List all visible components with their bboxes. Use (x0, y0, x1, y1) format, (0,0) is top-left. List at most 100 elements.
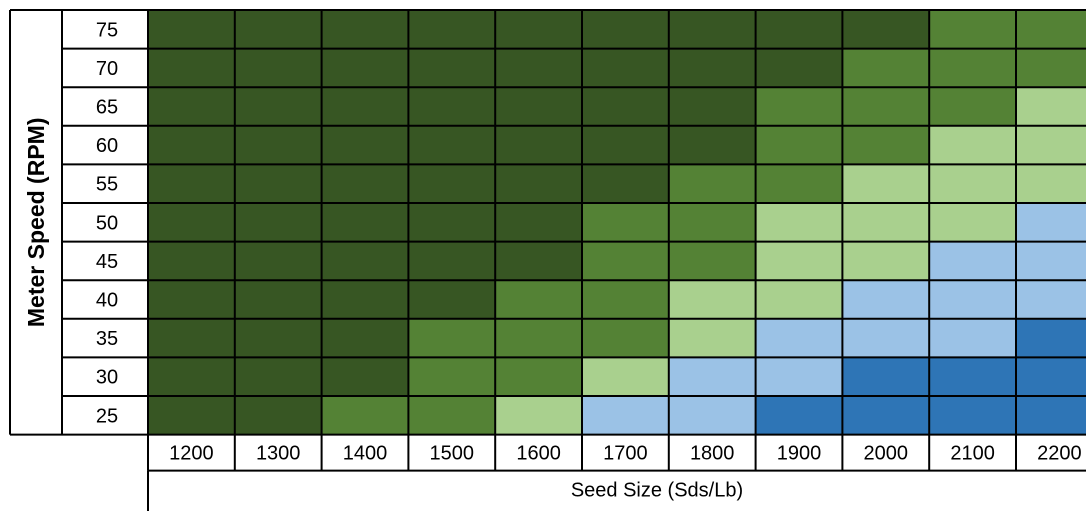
table-grid-lines (9, 9, 1086, 511)
y-tick-label: 60 (96, 135, 118, 157)
heatmap-cell-65-2200 (1016, 87, 1086, 126)
heatmap-cell-30-1500 (408, 357, 496, 396)
heatmap-cell-35-2000 (842, 318, 930, 358)
x-tick-label: 1500 (430, 443, 475, 465)
x-tick-label: 1400 (343, 443, 388, 465)
heatmap-cell-25-2000 (842, 396, 930, 435)
heatmap-cell-45-1900 (755, 241, 843, 281)
heatmap-cell-40-2200 (1016, 280, 1086, 319)
heatmap-cell-65-1800 (668, 87, 756, 126)
heatmap-cell-60-1500 (408, 125, 496, 165)
heatmap-cell-45-1800 (668, 241, 756, 281)
heatmap-cell-50-1300 (234, 203, 322, 242)
x-tick-label: 2200 (1037, 443, 1082, 465)
heatmap-cell-30-1800 (668, 357, 756, 396)
heatmap-cell-40-1600 (495, 280, 582, 319)
heatmap-cell-50-1400 (321, 203, 409, 242)
heatmap-cell-30-1400 (321, 357, 409, 396)
heatmap-cell-30-2000 (842, 357, 930, 396)
heatmap-cell-35-1500 (408, 318, 496, 358)
heatmap-cell-55-1900 (755, 164, 843, 203)
heatmap-cell-55-2000 (842, 164, 930, 203)
heatmap-cell-60-1600 (495, 125, 582, 165)
heatmap-cell-35-1200 (148, 318, 235, 358)
x-tick-label: 2100 (950, 443, 995, 465)
x-tick-label: 1600 (516, 443, 561, 465)
heatmap-cell-75-2100 (929, 10, 1016, 49)
heatmap-cell-65-1300 (234, 87, 322, 126)
heatmap-cell-30-1700 (582, 357, 669, 396)
heatmap-cell-40-1200 (148, 280, 235, 319)
heatmap-cell-45-2200 (1016, 241, 1086, 281)
tick-labels: 75 70 65 60 55 50 45 40 35 30 25 1200 1300 1400 1500 16… (96, 19, 1082, 464)
heatmap-cell-45-2000 (842, 241, 930, 281)
heatmap-cell-25-2200 (1016, 396, 1086, 435)
heatmap-cell-75-1600 (495, 10, 582, 49)
heatmap-cell-30-1300 (234, 357, 322, 396)
heatmap-cell-40-1400 (321, 280, 409, 319)
heatmap-cell-40-1500 (408, 280, 496, 319)
y-axis-label: Meter Speed (RPM) (23, 118, 49, 328)
heatmap-cell-70-1400 (321, 48, 409, 88)
x-tick-label: 1800 (690, 443, 735, 465)
heatmap-cell-50-1600 (495, 203, 582, 242)
heatmap-cell-45-1500 (408, 241, 496, 281)
y-tick-label: 55 (96, 174, 118, 196)
heatmap-cell-60-1200 (148, 125, 235, 165)
heatmap-cell-40-2000 (842, 280, 930, 319)
heatmap-cell-50-1900 (755, 203, 843, 242)
heatmap-cell-25-1200 (148, 396, 235, 435)
heatmap-cell-35-1900 (755, 318, 843, 358)
heatmap-cell-70-1500 (408, 48, 496, 88)
heatmap-cell-45-1600 (495, 241, 582, 281)
heatmap-cell-35-2200 (1016, 318, 1086, 358)
heatmap-cell-75-1400 (321, 10, 409, 49)
heatmap-cell-60-1800 (668, 125, 756, 165)
heatmap-cell-75-2000 (842, 10, 930, 49)
heatmap-cell-30-2100 (929, 357, 1016, 396)
heatmap-cell-50-1200 (148, 203, 235, 242)
heatmap-cell-65-1700 (582, 87, 669, 126)
heatmap-cell-35-1600 (495, 318, 582, 358)
heatmap-cell-75-1700 (582, 10, 669, 49)
heatmap-cell-40-1900 (755, 280, 843, 319)
heatmap-cell-55-1200 (148, 164, 235, 203)
x-tick-label: 1300 (256, 443, 301, 465)
heatmap-cell-40-2100 (929, 280, 1016, 319)
heatmap-cell-70-1600 (495, 48, 582, 88)
heatmap-cell-75-1800 (668, 10, 756, 49)
heatmap-cell-60-2200 (1016, 125, 1086, 165)
heatmap-cell-60-1300 (234, 125, 322, 165)
heatmap-cell-60-1700 (582, 125, 669, 165)
heatmap-cell-25-2100 (929, 396, 1016, 435)
heatmap-cell-25-1400 (321, 396, 409, 435)
heatmap-cell-75-1300 (234, 10, 322, 49)
heatmap-cell-55-1800 (668, 164, 756, 203)
heatmap-cell-70-1800 (668, 48, 756, 88)
x-tick-label: 1700 (603, 443, 648, 465)
heatmap-cell-65-1500 (408, 87, 496, 126)
heatmap-cell-45-1200 (148, 241, 235, 281)
heatmap-cell-30-2200 (1016, 357, 1086, 396)
heatmap-cell-40-1800 (668, 280, 756, 319)
heatmap-cell-45-1300 (234, 241, 322, 281)
heatmap-cell-65-1400 (321, 87, 409, 126)
heatmap-cell-50-2200 (1016, 203, 1086, 242)
heatmap-cell-55-1500 (408, 164, 496, 203)
heatmap-cell-50-2000 (842, 203, 930, 242)
heatmap-cell-25-1500 (408, 396, 496, 435)
heatmap-cell-75-1500 (408, 10, 496, 49)
heatmap-cell-60-2000 (842, 125, 930, 165)
heatmap-cell-35-1300 (234, 318, 322, 358)
heatmap-cell-60-2100 (929, 125, 1016, 165)
heatmap-cell-30-1900 (755, 357, 843, 396)
y-tick-label: 75 (96, 19, 118, 41)
heatmap-cell-75-2200 (1016, 10, 1086, 49)
heatmap-cell-25-1800 (668, 396, 756, 435)
y-tick-label: 30 (96, 367, 118, 389)
y-tick-label: 50 (96, 212, 118, 234)
x-tick-label: 1200 (169, 443, 214, 465)
x-tick-label: 2000 (864, 443, 909, 465)
x-tick-label: 1900 (777, 443, 822, 465)
heatmap-cell-70-1300 (234, 48, 322, 88)
